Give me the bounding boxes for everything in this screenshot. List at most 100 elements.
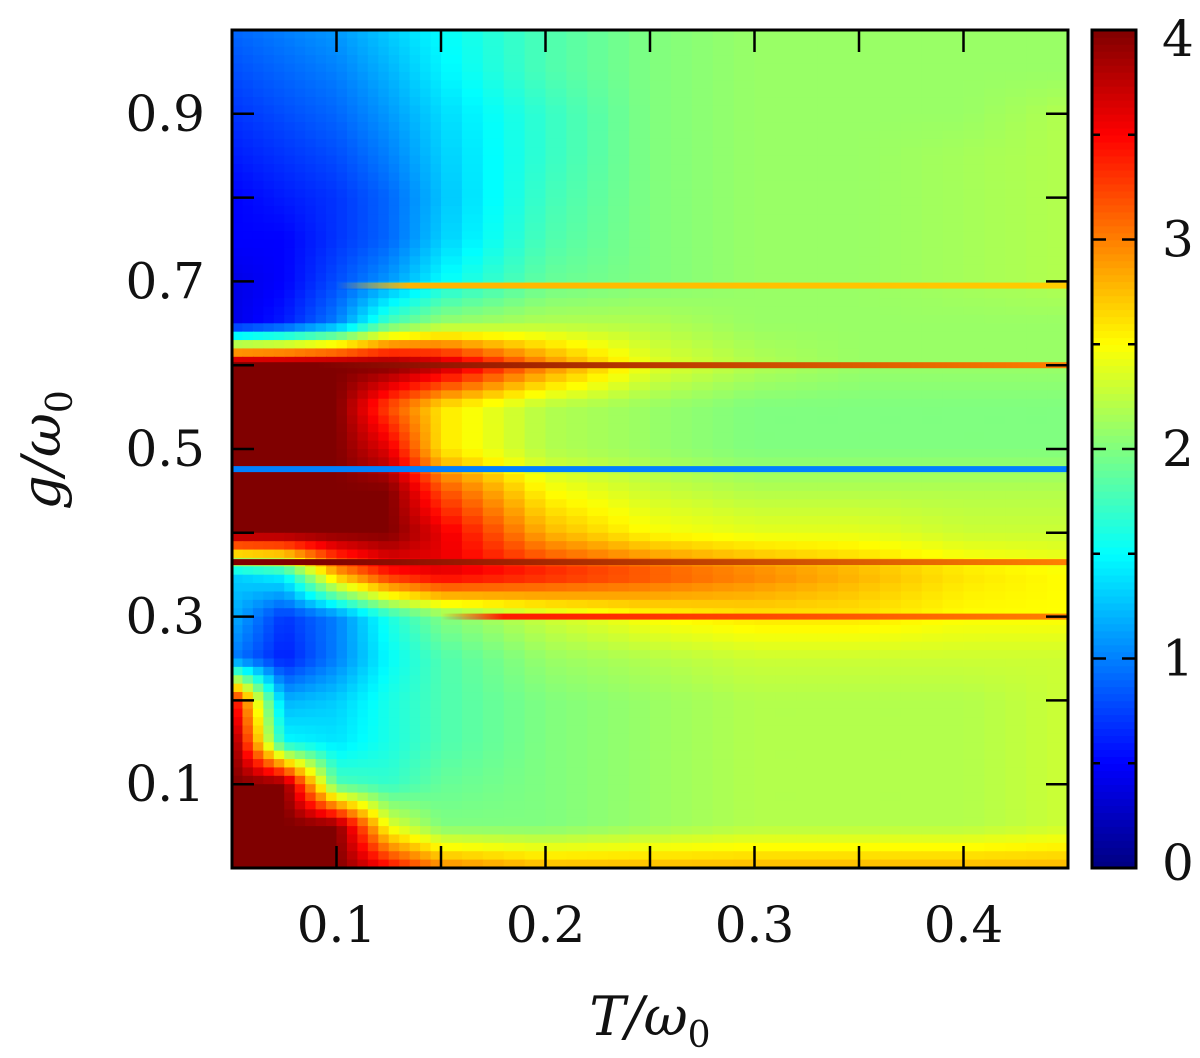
heatmap-cell: [650, 214, 672, 224]
heatmap-cell: [378, 71, 390, 82]
heatmap-cell: [482, 717, 505, 727]
heatmap-cell: [273, 432, 286, 442]
heatmap-cell: [545, 708, 568, 718]
heatmap-cell: [315, 516, 327, 526]
heatmap-cell: [1005, 63, 1027, 73]
heatmap-cell: [232, 46, 244, 56]
heatmap-cell: [608, 759, 630, 769]
heatmap-cell: [420, 457, 432, 467]
heatmap-cell: [670, 105, 693, 115]
heatmap-cell: [1026, 348, 1048, 358]
heatmap-cell: [430, 742, 442, 752]
heatmap-cell: [629, 532, 651, 542]
heatmap-cell: [1047, 331, 1069, 341]
heatmap-cell: [733, 63, 756, 73]
heatmap-cell: [409, 725, 421, 735]
heatmap-cell: [587, 482, 609, 492]
heatmap-cell: [817, 340, 839, 350]
heatmap-cell: [1047, 80, 1069, 90]
heatmap-cell: [315, 809, 327, 819]
heatmap-cell: [252, 666, 265, 677]
heatmap-cell: [817, 122, 839, 132]
heatmap-cell: [263, 507, 275, 517]
heatmap-cell: [859, 851, 881, 861]
heatmap-cell: [294, 281, 306, 291]
heatmap-cell: [921, 407, 944, 417]
heatmap-cell: [629, 97, 651, 107]
heatmap-cell: [441, 457, 463, 467]
heatmap-cell: [566, 767, 589, 777]
heatmap-cell: [336, 574, 348, 584]
heatmap-cell: [838, 482, 860, 492]
heatmap-cell: [733, 197, 756, 207]
heatmap-cell: [461, 130, 484, 140]
heatmap-cell: [587, 97, 609, 107]
heatmap-cell: [817, 792, 839, 802]
heatmap-cell: [796, 675, 818, 685]
heatmap-cell: [420, 624, 432, 635]
heatmap-cell: [670, 633, 693, 643]
heatmap-cell: [357, 247, 369, 258]
heatmap-cell: [545, 80, 568, 90]
heatmap-cell: [315, 650, 327, 660]
heatmap-cell: [441, 423, 463, 434]
heatmap-cell: [409, 247, 421, 258]
heatmap-cell: [775, 566, 798, 576]
heatmap-cell: [420, 532, 432, 542]
heatmap-cell: [503, 708, 526, 718]
heatmap-cell: [712, 624, 735, 635]
heatmap-cell: [859, 38, 881, 48]
heatmap-cell: [503, 792, 526, 802]
heatmap-cell: [942, 88, 965, 98]
heatmap-cell: [524, 641, 547, 651]
heatmap-cell: [733, 88, 756, 98]
heatmap-cell: [566, 247, 589, 258]
heatmap-cell: [796, 499, 818, 509]
heatmap-cell: [670, 532, 693, 542]
heatmap-cell: [796, 331, 818, 341]
heatmap-cell: [430, 197, 442, 207]
heatmap-cell: [900, 440, 923, 450]
heatmap-cell: [963, 63, 986, 73]
heatmap-cell: [409, 859, 421, 869]
heatmap-cell: [670, 834, 693, 844]
heatmap-cell: [608, 549, 630, 559]
heatmap-cell: [587, 122, 609, 132]
heatmap-cell: [357, 80, 369, 90]
heatmap-cell: [859, 273, 881, 283]
heatmap-cell: [242, 130, 254, 140]
heatmap-cell: [566, 708, 589, 718]
heatmap-cell: [963, 784, 986, 794]
heatmap-cell: [754, 440, 777, 450]
heatmap-cell: [399, 759, 411, 769]
heatmap-cell: [587, 80, 609, 90]
heatmap-cell: [357, 490, 369, 501]
heatmap-cell: [921, 105, 944, 115]
heatmap-cell: [670, 566, 693, 576]
heatmap-cell: [859, 599, 881, 610]
heatmap-cell: [1047, 247, 1069, 258]
heatmap-cell: [388, 80, 400, 90]
heatmap-cell: [754, 365, 777, 375]
heatmap-cell: [545, 834, 568, 844]
heatmap-cell: [1026, 767, 1048, 777]
heatmap-cell: [294, 88, 306, 98]
heatmap-cell: [900, 306, 923, 316]
heatmap-cell: [305, 683, 317, 693]
heatmap-cell: [733, 247, 756, 258]
heatmap-cell: [838, 164, 860, 174]
heatmap-cell: [430, 214, 442, 224]
heatmap-cell: [242, 474, 254, 484]
heatmap-cell: [796, 180, 818, 191]
heatmap-cell: [232, 692, 244, 702]
heatmap-cell: [420, 214, 432, 224]
heatmap-cell: [796, 516, 818, 526]
heatmap-cell: [879, 55, 902, 65]
heatmap-cell: [305, 155, 317, 165]
heatmap-cell: [430, 256, 442, 266]
heatmap-cell: [420, 440, 432, 450]
heatmap-cell: [963, 566, 986, 576]
heatmap-cell: [524, 71, 547, 82]
heatmap-cell: [921, 524, 944, 534]
heatmap-cell: [252, 708, 265, 718]
